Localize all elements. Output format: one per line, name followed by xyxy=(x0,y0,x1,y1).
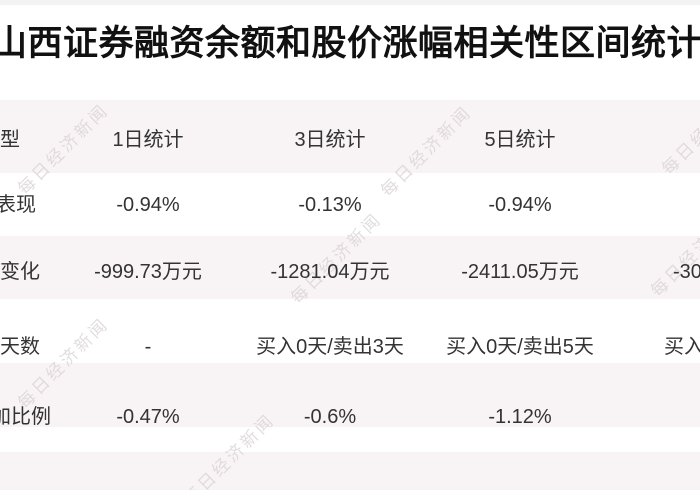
column-header-3day: 3日统计 xyxy=(294,129,366,151)
cell-change-1day: -999.73万元 xyxy=(94,261,202,283)
page-title: 山西证券融资余额和股价涨幅相关性区间统计 xyxy=(0,24,700,63)
cell-days-5day: 买入0天/卖出5天 xyxy=(446,336,594,358)
cell-change-3day: -1281.04万元 xyxy=(270,261,390,283)
column-header-type: 型 xyxy=(0,129,20,151)
header-row-band xyxy=(0,100,700,173)
top-edge-strip xyxy=(0,0,700,5)
cell-change-5day: -2411.05万元 xyxy=(461,261,579,283)
cell-days-clipped: 买入 xyxy=(664,336,700,358)
bottom-band xyxy=(0,452,700,490)
row-label-balance-change: 变化 xyxy=(0,261,40,283)
column-header-1day: 1日统计 xyxy=(112,129,184,151)
cell-performance-5day: -0.94% xyxy=(488,194,552,216)
cell-change-clipped: -30 xyxy=(673,261,700,283)
row-label-days: 天数 xyxy=(0,336,40,358)
cell-days-1day: - xyxy=(144,336,152,358)
cell-ratio-1day: -0.47% xyxy=(116,406,180,428)
cell-days-3day: 买入0天/卖出3天 xyxy=(256,336,404,358)
row-label-performance: 表现 xyxy=(0,194,36,216)
cell-ratio-5day: -1.12% xyxy=(488,406,552,428)
row-band-change xyxy=(0,236,700,299)
row-band-ratio xyxy=(0,363,700,427)
column-header-5day: 5日统计 xyxy=(484,129,556,151)
cell-ratio-3day: -0.6% xyxy=(303,406,357,428)
cell-performance-1day: -0.94% xyxy=(116,194,180,216)
cell-performance-3day: -0.13% xyxy=(298,194,362,216)
row-label-ratio: 加比例 xyxy=(0,406,51,428)
